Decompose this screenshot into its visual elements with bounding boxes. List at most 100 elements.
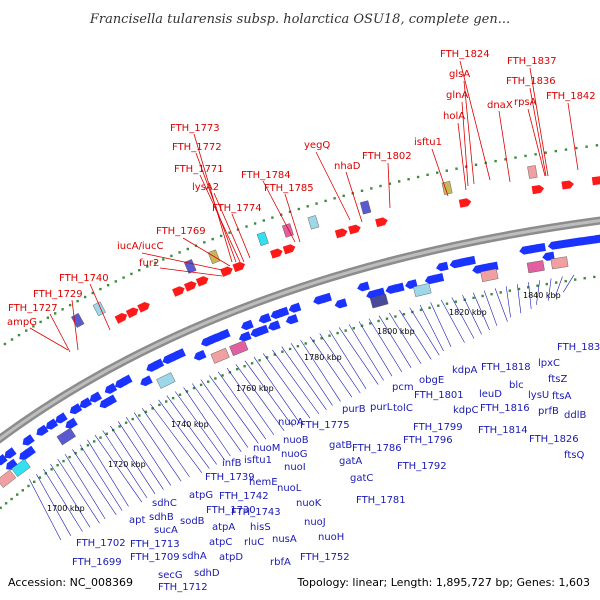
gene-label[interactable]: hemE: [249, 477, 278, 488]
gene-label[interactable]: hisS: [250, 522, 271, 533]
gene-label[interactable]: FTH_1712: [158, 582, 208, 593]
gene-label[interactable]: yegQ: [304, 140, 330, 151]
gene-label[interactable]: nuoK: [296, 498, 322, 509]
gene-label[interactable]: infB: [222, 458, 242, 469]
gene-label[interactable]: kdpC: [453, 405, 478, 416]
gene-label[interactable]: FTH_1729: [33, 289, 83, 300]
gene-label[interactable]: atpD: [219, 552, 243, 563]
gene-label[interactable]: FTH_1842: [546, 91, 596, 102]
gene-label[interactable]: prfB: [538, 406, 559, 417]
gene-label[interactable]: purB: [342, 404, 366, 415]
gene-label[interactable]: sdhD: [194, 568, 220, 579]
gene-label[interactable]: atpC: [209, 537, 232, 548]
gene-label[interactable]: tolC: [393, 403, 413, 414]
gene-label[interactable]: fur2: [139, 258, 159, 269]
tick-mark: [221, 374, 224, 377]
gene-label[interactable]: apt: [129, 515, 145, 526]
gene-label[interactable]: FTH_1826: [529, 434, 579, 445]
gene-label[interactable]: nuoB: [283, 435, 309, 446]
gene-label[interactable]: FTH_1785: [264, 183, 314, 194]
gene-label[interactable]: FTH_1799: [413, 422, 463, 433]
gene-label[interactable]: kdpA: [452, 365, 477, 376]
gene-label[interactable]: sdhB: [149, 512, 174, 523]
gene-label[interactable]: FTH_1739: [205, 472, 255, 483]
gene-label[interactable]: FTH_1824: [440, 49, 490, 60]
gene-label[interactable]: sdhA: [182, 551, 207, 562]
gene-label[interactable]: lysU: [528, 390, 549, 401]
gene-label[interactable]: rbfA: [270, 557, 291, 568]
gene-label[interactable]: ftsQ: [564, 450, 584, 461]
gene-label[interactable]: FTH_1742: [219, 491, 269, 502]
gene-label[interactable]: sodB: [180, 516, 205, 527]
gene-label[interactable]: atpA: [212, 522, 235, 533]
gene-label[interactable]: leuD: [479, 389, 502, 400]
gene-label[interactable]: FTH_1837: [507, 56, 557, 67]
gene-label[interactable]: nhaD: [334, 161, 361, 172]
gene-label[interactable]: FTH_1802: [362, 151, 412, 162]
gene-label[interactable]: rpsA: [514, 97, 537, 108]
gene-label[interactable]: ftsZ: [548, 374, 567, 385]
gene-label[interactable]: isftu1: [414, 137, 442, 148]
gene-label[interactable]: FTH_1818: [481, 362, 531, 373]
gene-label[interactable]: gatC: [350, 473, 373, 484]
gene-label[interactable]: lysA2: [192, 182, 219, 193]
gene-label[interactable]: FTH_1752: [300, 552, 350, 563]
gene-label[interactable]: FTH_1769: [156, 226, 206, 237]
gene-label[interactable]: FTH_1740: [59, 273, 109, 284]
gene-label[interactable]: nuoM: [253, 443, 280, 454]
gene-label[interactable]: blc: [509, 380, 524, 391]
gene-label[interactable]: holA: [443, 111, 465, 122]
gene-label[interactable]: FTH_1781: [356, 495, 406, 506]
gene-label[interactable]: atpG: [189, 490, 213, 501]
gene-label[interactable]: dnaX: [487, 100, 513, 111]
gene-label[interactable]: gatB: [329, 440, 352, 451]
gene-label[interactable]: FTH_1730: [206, 505, 256, 516]
gene-label[interactable]: obgE: [419, 375, 444, 386]
gene-label[interactable]: sucA: [154, 525, 178, 536]
gene-label[interactable]: FTH_1709: [130, 552, 180, 563]
gene-label[interactable]: FTH_1772: [172, 142, 222, 153]
gene-label[interactable]: FTH_1814: [478, 425, 528, 436]
gene-label[interactable]: FTH_1713: [130, 539, 180, 550]
gene-label[interactable]: FTH_1836: [506, 76, 556, 87]
gene-label[interactable]: FTH_1702: [76, 538, 126, 549]
gene-label[interactable]: purL: [370, 402, 393, 413]
gene-label[interactable]: ftsA: [552, 391, 571, 402]
gene-label[interactable]: FTH_1816: [480, 403, 530, 414]
gene-label[interactable]: FTH_1774: [212, 203, 262, 214]
gene-label[interactable]: glsA: [449, 69, 470, 80]
gene-label[interactable]: FTH_1775: [300, 420, 350, 431]
gene-label[interactable]: sdhC: [152, 498, 177, 509]
gene-label[interactable]: FTH_1784: [241, 170, 291, 181]
gene-label[interactable]: FTH_1786: [352, 443, 402, 454]
gene-label[interactable]: glnA: [446, 90, 468, 101]
gene-label[interactable]: FTH_1834: [557, 342, 600, 353]
gene-label[interactable]: FTH_1792: [397, 461, 447, 472]
gene-label[interactable]: FTH_1699: [72, 557, 122, 568]
gene-label[interactable]: isftu1: [244, 455, 272, 466]
gene-label[interactable]: nuoJ: [304, 517, 326, 528]
gene-label[interactable]: secG: [158, 570, 183, 581]
label-leader-line: [244, 360, 294, 427]
gene-label[interactable]: nusA: [272, 534, 297, 545]
gene-label[interactable]: FTH_1796: [403, 435, 453, 446]
gene-label[interactable]: lpxC: [538, 358, 560, 369]
gene-label[interactable]: FTH_1801: [414, 390, 464, 401]
gene-label[interactable]: nuoL: [277, 483, 302, 494]
gene-label[interactable]: nuoH: [318, 532, 344, 543]
gene-label[interactable]: FTH_1773: [170, 123, 220, 134]
gene-label[interactable]: rluC: [244, 537, 264, 548]
gene-label[interactable]: FTH_1727: [8, 303, 58, 314]
gene-label[interactable]: gatA: [339, 456, 362, 467]
gene-label[interactable]: FTH_1743: [231, 507, 281, 518]
gene-label[interactable]: nuoI: [284, 462, 306, 473]
gene-label[interactable]: pcm: [392, 382, 414, 393]
gene-label[interactable]: FTH_1771: [174, 164, 224, 175]
gene-label[interactable]: iucA/iucC: [117, 241, 163, 252]
tick-mark: [250, 362, 254, 365]
gene-label[interactable]: nuoA: [278, 417, 304, 428]
gene-label[interactable]: ampG: [7, 317, 37, 328]
label-leader-line: [284, 193, 301, 243]
gene-label[interactable]: ddlB: [564, 410, 586, 421]
gene-label[interactable]: nuoG: [281, 449, 308, 460]
